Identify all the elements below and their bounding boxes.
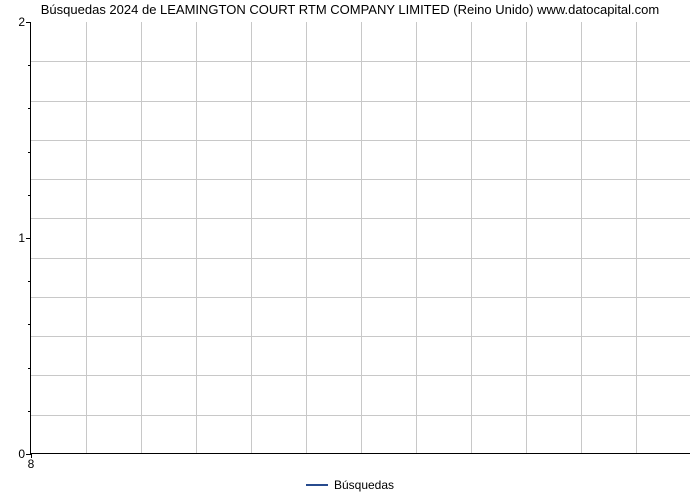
chart-title: Búsquedas 2024 de LEAMINGTON COURT RTM C… [0, 2, 700, 17]
y-minor-tick-mark [28, 65, 31, 66]
gridline-vertical [141, 22, 142, 453]
gridline-vertical [581, 22, 582, 453]
gridline-horizontal [31, 336, 690, 337]
gridline-vertical [526, 22, 527, 453]
gridline-horizontal [31, 218, 690, 219]
y-tick-mark [26, 22, 31, 23]
y-minor-tick-mark [28, 411, 31, 412]
gridline-vertical [196, 22, 197, 453]
y-minor-tick-mark [28, 324, 31, 325]
gridline-horizontal [31, 375, 690, 376]
x-tick-mark [31, 453, 32, 458]
gridline-horizontal [31, 415, 690, 416]
gridline-vertical [251, 22, 252, 453]
y-minor-tick-mark [28, 195, 31, 196]
plot-area: 0128 [30, 22, 690, 454]
legend-label: Búsquedas [334, 478, 394, 492]
gridline-horizontal [31, 258, 690, 259]
gridline-vertical [416, 22, 417, 453]
gridline-vertical [86, 22, 87, 453]
gridline-horizontal [31, 140, 690, 141]
gridline-vertical [361, 22, 362, 453]
y-minor-tick-mark [28, 368, 31, 369]
gridline-horizontal [31, 61, 690, 62]
y-minor-tick-mark [28, 281, 31, 282]
y-tick-mark [26, 238, 31, 239]
legend-swatch [306, 484, 328, 486]
y-minor-tick-mark [28, 152, 31, 153]
gridline-horizontal [31, 179, 690, 180]
gridline-horizontal [31, 297, 690, 298]
gridline-horizontal [31, 101, 690, 102]
gridline-vertical [306, 22, 307, 453]
gridline-vertical [471, 22, 472, 453]
y-minor-tick-mark [28, 108, 31, 109]
legend: Búsquedas [0, 478, 700, 492]
gridline-vertical [636, 22, 637, 453]
